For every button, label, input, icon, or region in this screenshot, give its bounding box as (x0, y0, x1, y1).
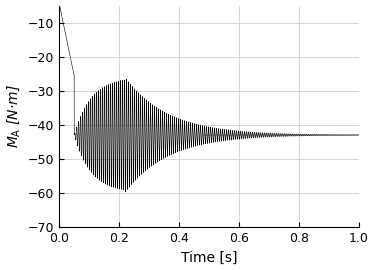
X-axis label: Time [s]: Time [s] (181, 251, 237, 264)
Y-axis label: $M_\mathrm{A}$ [N·m]: $M_\mathrm{A}$ [N·m] (6, 84, 22, 148)
